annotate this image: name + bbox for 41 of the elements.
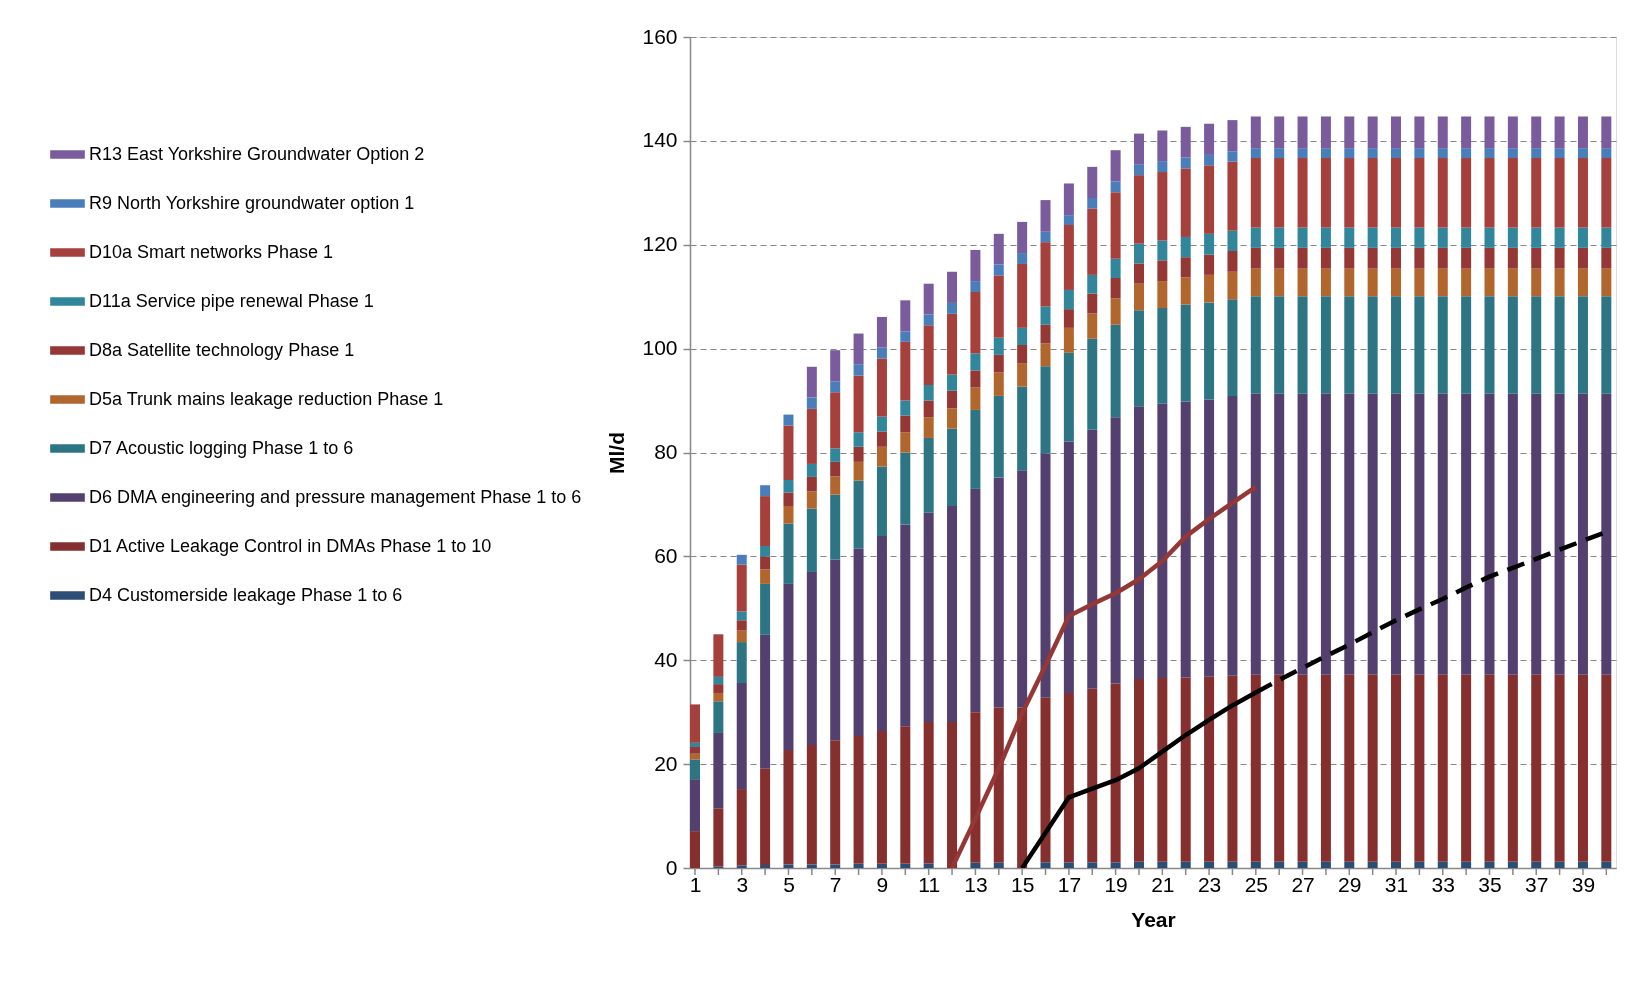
x-tick-label: 37 xyxy=(1525,872,1549,896)
x-tick-label: 27 xyxy=(1291,872,1315,896)
x-tick-label: 35 xyxy=(1478,872,1502,896)
x-tick-label: 31 xyxy=(1384,872,1409,896)
x-tick-label: 39 xyxy=(1571,872,1596,896)
y-tick-label: 80 xyxy=(654,440,678,463)
x-tick-label: 29 xyxy=(1338,872,1362,896)
y-tick-label: 0 xyxy=(665,855,678,879)
legend-label: R13 East Yorkshire Groundwater Option 2 xyxy=(89,143,425,164)
x-tick-label: 7 xyxy=(829,872,842,896)
y-tick-label: 160 xyxy=(642,24,678,48)
y-tick-label: 40 xyxy=(654,647,678,671)
legend-label: D11a Service pipe renewal Phase 1 xyxy=(89,290,374,311)
x-tick-label: 17 xyxy=(1057,872,1082,896)
x-tick-label: 23 xyxy=(1197,872,1222,896)
x-tick-label: 11 xyxy=(918,872,941,896)
legend-label: D4 Customerside leakage Phase 1 to 6 xyxy=(89,584,403,605)
x-tick-label: 1 xyxy=(689,872,702,896)
y-axis-title: Ml/d xyxy=(605,432,629,474)
y-tick-label: 140 xyxy=(642,128,678,152)
y-tick-label: 100 xyxy=(642,336,678,360)
legend-label: D5a Trunk mains leakage reduction Phase 1 xyxy=(89,388,444,409)
x-tick-label: 19 xyxy=(1104,872,1128,896)
legend-label: D6 DMA engineering and pressure management Phase 1 to 6 xyxy=(89,486,582,507)
y-tick-label: 60 xyxy=(654,543,678,567)
x-tick-label: 5 xyxy=(783,872,795,896)
legend-label: D10a Smart networks Phase 1 xyxy=(89,241,334,262)
x-tick-label: 15 xyxy=(1010,872,1035,896)
x-tick-label: 25 xyxy=(1244,872,1268,896)
legend-label: D7 Acoustic logging Phase 1 to 6 xyxy=(89,437,354,458)
y-tick-label: 20 xyxy=(654,751,678,775)
x-tick-label: 9 xyxy=(876,872,889,896)
x-tick-label: 33 xyxy=(1431,872,1455,896)
legend-label: D8a Satellite technology Phase 1 xyxy=(89,339,355,360)
x-tick-label: 21 xyxy=(1151,872,1175,896)
legend-label: D1 Active Leakage Control in DMAs Phase 1 to 10 xyxy=(89,535,492,556)
y-tick-label: 120 xyxy=(642,232,678,256)
legend-label: R9 North Yorkshire groundwater option 1 xyxy=(89,192,415,213)
x-axis-title: Year xyxy=(1131,907,1176,931)
x-tick-label: 3 xyxy=(736,872,749,896)
x-tick-label: 13 xyxy=(964,872,988,896)
